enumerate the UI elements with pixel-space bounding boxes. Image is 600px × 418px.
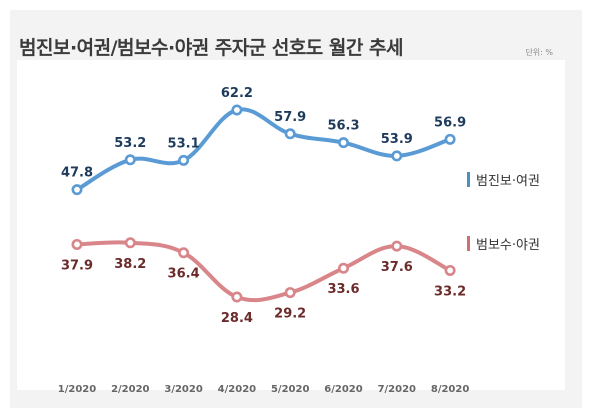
data-point-progressive — [444, 133, 456, 145]
data-label-progressive: 47.8 — [61, 166, 93, 181]
data-point-progressive — [124, 154, 136, 166]
data-label-progressive: 53.1 — [168, 136, 200, 151]
data-label-progressive: 53.2 — [114, 136, 146, 151]
legend-swatch-progressive — [467, 172, 470, 187]
data-point-conservative — [71, 238, 83, 250]
legend-label-progressive: 범진보·여권 — [476, 174, 540, 189]
x-tick-label: 8/2020 — [431, 384, 469, 395]
legend-label-conservative: 범보수·야권 — [476, 238, 540, 253]
x-tick-label: 7/2020 — [378, 384, 416, 395]
data-point-progressive — [231, 104, 243, 116]
data-label-conservative: 37.9 — [61, 258, 93, 273]
x-tick-label: 3/2020 — [164, 384, 202, 395]
data-point-conservative — [337, 262, 349, 274]
data-point-conservative — [124, 237, 136, 249]
x-tick-label: 5/2020 — [271, 384, 309, 395]
data-label-conservative: 33.2 — [434, 284, 466, 299]
legend-item-progressive: 범진보·여권 — [467, 170, 540, 189]
data-point-progressive — [71, 184, 83, 196]
legend-swatch-conservative — [467, 236, 470, 251]
data-point-progressive — [178, 154, 190, 166]
data-label-conservative: 37.6 — [381, 260, 413, 275]
data-label-conservative: 28.4 — [221, 311, 253, 326]
data-label-progressive: 56.9 — [434, 115, 466, 130]
data-label-conservative: 29.2 — [274, 307, 306, 322]
x-tick-label: 1/2020 — [58, 384, 96, 395]
data-point-progressive — [284, 128, 296, 140]
legend-item-conservative: 범보수·야권 — [467, 234, 540, 253]
data-label-conservative: 33.6 — [327, 282, 359, 297]
x-tick-label: 6/2020 — [324, 384, 362, 395]
data-point-conservative — [284, 287, 296, 299]
x-tick-label: 2/2020 — [111, 384, 149, 395]
data-point-conservative — [444, 264, 456, 276]
series-line-conservative — [75, 240, 453, 303]
data-point-conservative — [231, 291, 243, 303]
data-point-conservative — [178, 247, 190, 259]
data-point-conservative — [391, 240, 403, 252]
data-label-conservative: 38.2 — [114, 257, 146, 272]
plot-panel — [17, 60, 565, 390]
data-label-progressive: 62.2 — [221, 86, 253, 101]
data-label-progressive: 53.9 — [381, 132, 413, 147]
data-label-conservative: 36.4 — [168, 267, 200, 282]
unit-label: 단위: % — [525, 48, 553, 57]
x-tick-label: 4/2020 — [218, 384, 256, 395]
series-line-progressive — [75, 107, 453, 192]
data-label-progressive: 57.9 — [274, 110, 306, 125]
data-label-progressive: 56.3 — [327, 119, 359, 134]
chart-title: 범진보·여권/범보수·야권 주자군 선호도 월간 추세 — [19, 37, 403, 59]
data-point-progressive — [337, 137, 349, 149]
data-point-progressive — [391, 150, 403, 162]
